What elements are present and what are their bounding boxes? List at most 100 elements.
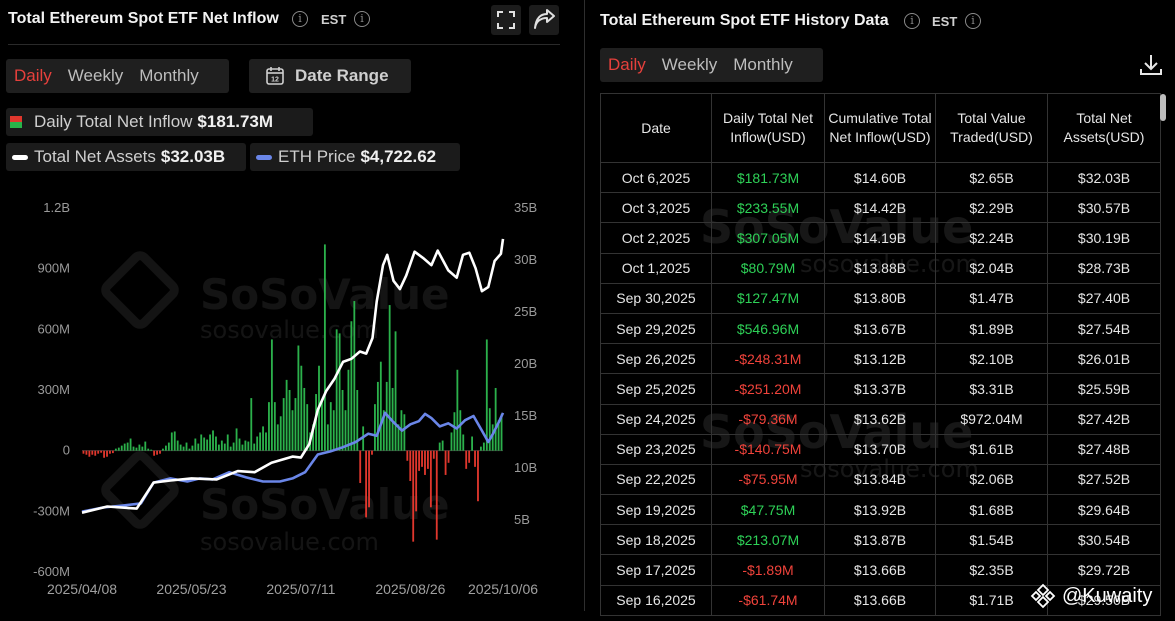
inflow-bar[interactable]: [220, 440, 223, 451]
inflow-bar[interactable]: [117, 447, 120, 451]
history-tab-monthly[interactable]: Monthly: [733, 55, 793, 74]
table-row[interactable]: Sep 19,2025 $47.75M $13.92B $1.68B $29.64B: [600, 494, 1161, 526]
inflow-bar[interactable]: [441, 440, 444, 451]
inflow-bar[interactable]: [444, 450, 447, 475]
table-row[interactable]: Sep 16,2025 -$61.74M $13.66B $1.71B $29.50B: [600, 584, 1161, 616]
inflow-bar[interactable]: [262, 426, 264, 451]
table-row[interactable]: Sep 29,2025 $546.96M $13.67B $1.89B $27.54B: [600, 312, 1161, 345]
inflow-bar[interactable]: [300, 365, 303, 451]
inflow-bar[interactable]: [138, 444, 141, 451]
table-row[interactable]: Oct 1,2025 $80.79M $13.88B $2.04B $28.73B: [600, 252, 1161, 284]
inflow-bar[interactable]: [88, 450, 91, 457]
history-info-icon[interactable]: i: [904, 13, 920, 29]
inflow-bar[interactable]: [412, 450, 415, 542]
inflow-bar[interactable]: [468, 450, 471, 463]
inflow-bar[interactable]: [303, 387, 306, 451]
inflow-bar[interactable]: [291, 410, 294, 451]
inflow-bar[interactable]: [447, 450, 450, 463]
total-net-assets-line[interactable]: [81, 238, 505, 514]
col-header-cumulative[interactable]: Cumulative Total Net Inflow(USD): [824, 93, 936, 163]
inflow-bar[interactable]: [82, 450, 85, 454]
inflow-bar[interactable]: [323, 244, 326, 451]
inflow-bar[interactable]: [197, 443, 200, 451]
inflow-bar[interactable]: [135, 447, 138, 451]
inflow-bar[interactable]: [477, 450, 479, 502]
timezone-info-icon[interactable]: i: [354, 11, 370, 27]
inflow-bar[interactable]: [259, 432, 262, 451]
inflow-bar[interactable]: [341, 390, 344, 451]
inflow-bar[interactable]: [276, 424, 279, 451]
history-timezone-info-icon[interactable]: i: [965, 13, 981, 29]
inflow-bar[interactable]: [388, 305, 391, 451]
inflow-bar[interactable]: [432, 450, 435, 459]
inflow-bar[interactable]: [182, 446, 185, 451]
inflow-bar[interactable]: [282, 398, 285, 451]
inflow-bar[interactable]: [424, 450, 426, 475]
inflow-bar[interactable]: [215, 436, 217, 451]
inflow-bar[interactable]: [238, 438, 241, 451]
col-header-date[interactable]: Date: [600, 93, 712, 163]
table-row[interactable]: Sep 25,2025 -$251.20M $13.37B $3.31B $25.59B: [600, 373, 1161, 405]
eth-price-line[interactable]: [81, 411, 505, 513]
inflow-bar[interactable]: [229, 446, 232, 451]
table-row[interactable]: Oct 6,2025 $181.73M $14.60B $2.65B $32.03B: [600, 161, 1161, 194]
inflow-bar[interactable]: [247, 441, 250, 451]
table-row[interactable]: Oct 2,2025 $307.05M $14.19B $2.24B $30.19B: [600, 222, 1161, 254]
inflow-bar[interactable]: [109, 450, 111, 454]
inflow-bar[interactable]: [418, 450, 421, 471]
inflow-bar[interactable]: [359, 450, 362, 484]
inflow-bar[interactable]: [209, 434, 211, 451]
inflow-bar[interactable]: [179, 444, 182, 451]
legend-total-assets[interactable]: Total Net Assets $32.03B: [6, 143, 246, 171]
inflow-bar[interactable]: [294, 398, 297, 451]
download-button[interactable]: [1138, 52, 1164, 78]
inflow-bar[interactable]: [106, 450, 108, 457]
inflow-bar[interactable]: [265, 432, 267, 451]
inflow-bar[interactable]: [371, 450, 373, 455]
inflow-bar[interactable]: [132, 446, 135, 451]
inflow-bar[interactable]: [194, 438, 197, 451]
legend-eth-price[interactable]: ETH Price $4,722.62: [250, 143, 460, 171]
inflow-bar[interactable]: [167, 442, 170, 451]
inflow-bar[interactable]: [409, 450, 412, 481]
inflow-bar[interactable]: [235, 428, 238, 451]
history-tab-weekly[interactable]: Weekly: [661, 55, 718, 74]
inflow-bar[interactable]: [126, 442, 129, 451]
inflow-bar[interactable]: [147, 448, 150, 451]
col-header-net-assets[interactable]: Total Net Assets(USD): [1047, 93, 1161, 163]
table-row[interactable]: Sep 24,2025 -$79.36M $13.62B $972.04M $27.42…: [600, 403, 1161, 435]
inflow-bar[interactable]: [173, 431, 176, 451]
inflow-bar[interactable]: [474, 450, 476, 467]
table-row[interactable]: Sep 18,2025 $213.07M $13.87B $1.54B $30.54B: [600, 524, 1161, 556]
table-scrollbar[interactable]: [1160, 94, 1166, 121]
inflow-bar[interactable]: [203, 437, 206, 451]
inflow-bar[interactable]: [114, 448, 117, 451]
inflow-bar[interactable]: [129, 438, 132, 451]
inflow-bar[interactable]: [200, 434, 203, 451]
date-range-button[interactable]: 12 Date Range: [249, 59, 411, 93]
inflow-bar[interactable]: [374, 404, 376, 451]
inflow-bar[interactable]: [256, 436, 259, 451]
inflow-bar[interactable]: [268, 402, 270, 451]
inflow-bar[interactable]: [100, 450, 103, 453]
inflow-bar[interactable]: [356, 390, 359, 451]
inflow-bar[interactable]: [421, 450, 423, 467]
table-row[interactable]: Sep 26,2025 -$248.31M $13.12B $2.10B $26.01B: [600, 343, 1161, 375]
table-row[interactable]: Sep 23,2025 -$140.75M $13.70B $1.61B $27.48B: [600, 433, 1161, 465]
inflow-bar[interactable]: [176, 440, 179, 451]
inflow-bar[interactable]: [226, 434, 229, 451]
inflow-bar[interactable]: [480, 446, 482, 451]
inflow-bar[interactable]: [103, 450, 105, 458]
inflow-bar[interactable]: [376, 381, 379, 451]
inflow-bar[interactable]: [350, 321, 353, 451]
inflow-bar[interactable]: [273, 402, 276, 451]
inflow-bar[interactable]: [497, 420, 500, 451]
inflow-bar[interactable]: [403, 414, 406, 451]
inflow-bar[interactable]: [123, 443, 126, 451]
inflow-bar[interactable]: [206, 439, 209, 451]
inflow-bar[interactable]: [188, 448, 191, 451]
inflow-bar[interactable]: [94, 450, 97, 456]
fullscreen-button[interactable]: [491, 5, 521, 35]
inflow-bar[interactable]: [338, 333, 341, 451]
inflow-bar[interactable]: [185, 442, 188, 451]
